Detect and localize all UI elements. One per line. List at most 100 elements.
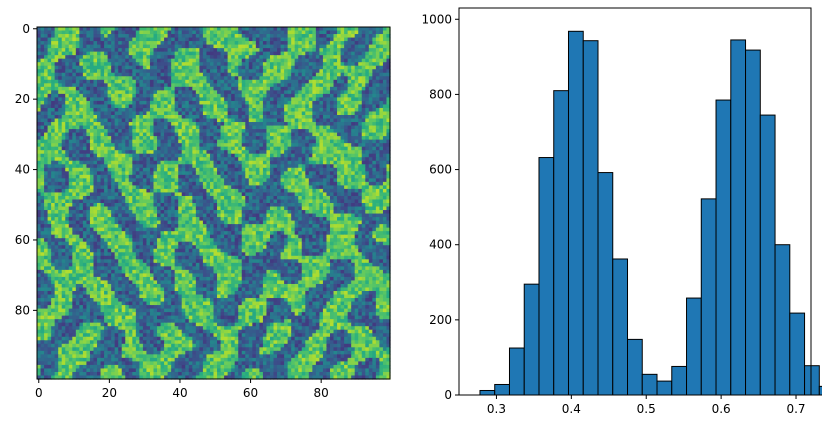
heatmap-cell	[277, 58, 282, 63]
heatmap-cell	[375, 104, 381, 109]
heatmap-cell	[319, 136, 324, 141]
heatmap-cell	[65, 83, 70, 88]
heatmap-cell	[213, 100, 218, 106]
heatmap-cell	[238, 122, 243, 127]
heatmap-cell	[252, 65, 257, 70]
heatmap-cell	[111, 104, 116, 109]
heatmap-cell	[365, 41, 370, 46]
heatmap-cell	[379, 44, 384, 49]
heatmap-cell	[75, 136, 80, 141]
heatmap-cell	[149, 129, 155, 134]
heatmap-cell	[47, 69, 52, 74]
heatmap-cell	[58, 76, 63, 81]
heatmap-cell	[167, 150, 172, 155]
heatmap-cell	[213, 167, 218, 172]
heatmap-cell	[259, 153, 264, 158]
heatmap-cell	[107, 86, 112, 91]
heatmap-cell	[82, 55, 88, 60]
heatmap-cell	[167, 192, 172, 197]
heatmap-cell	[245, 192, 250, 197]
heatmap-cell	[340, 41, 345, 46]
heatmap-cell	[231, 51, 236, 56]
heatmap-cell	[65, 51, 70, 56]
heatmap-cell	[100, 160, 105, 165]
heatmap-cell	[227, 34, 232, 39]
heatmap-cell	[199, 174, 204, 179]
heatmap-cell	[125, 48, 130, 53]
heatmap-cell	[37, 178, 42, 183]
heatmap-cell	[241, 51, 246, 56]
heatmap-cell	[220, 34, 225, 39]
heatmap-cell	[51, 125, 56, 130]
heatmap-cell	[206, 55, 211, 60]
heatmap-cell	[220, 153, 225, 158]
heatmap-cell	[312, 118, 317, 123]
heatmap-cell	[347, 41, 352, 46]
heatmap-cell	[312, 185, 317, 190]
heatmap-cell	[206, 97, 211, 102]
heatmap-cell	[333, 104, 338, 109]
heatmap-cell	[125, 111, 130, 116]
heatmap-cell	[114, 146, 119, 151]
heatmap-cell	[44, 115, 49, 120]
heatmap-cell	[164, 185, 169, 190]
heatmap-cell	[188, 65, 193, 70]
heatmap-cell	[100, 132, 105, 137]
heatmap-cell	[234, 111, 239, 116]
heatmap-cell	[287, 181, 292, 186]
heatmap-cell	[231, 83, 236, 88]
heatmap-cell	[269, 129, 275, 134]
heatmap-cell	[234, 41, 239, 46]
heatmap-cell	[104, 83, 109, 88]
heatmap-cell	[255, 37, 260, 42]
heatmap-cell	[146, 157, 151, 162]
heatmap-cell	[217, 37, 222, 42]
heatmap-cell	[142, 188, 148, 194]
heatmap-cell	[89, 27, 95, 32]
heatmap-cell	[301, 185, 306, 190]
heatmap-cell	[111, 79, 116, 84]
heatmap-cell	[132, 143, 137, 148]
heatmap-cell	[89, 195, 95, 201]
heatmap-cell	[125, 69, 130, 74]
heatmap-cell	[347, 30, 352, 35]
heatmap-cell	[181, 111, 186, 116]
heatmap-cell	[305, 79, 310, 84]
heatmap-cell	[234, 83, 239, 88]
heatmap-cell	[111, 150, 116, 155]
heatmap-cell	[220, 69, 225, 74]
heatmap-cell	[375, 111, 381, 116]
heatmap-cell	[241, 125, 246, 130]
heatmap-cell	[326, 136, 331, 141]
heatmap-cell	[209, 157, 215, 162]
heatmap-cell	[47, 93, 52, 98]
heatmap-cell	[337, 139, 342, 144]
heatmap-cell	[322, 164, 328, 169]
heatmap-cell	[65, 44, 70, 49]
heatmap-cell	[142, 55, 148, 60]
heatmap-cell	[372, 178, 377, 183]
heatmap-cell	[153, 150, 158, 155]
heatmap-cell	[93, 178, 98, 183]
heatmap-cell	[340, 83, 345, 88]
heatmap-cell	[266, 58, 271, 63]
heatmap-cell	[347, 100, 352, 106]
heatmap-cell	[333, 111, 338, 116]
heatmap-cell	[68, 104, 73, 109]
heatmap-cell	[178, 79, 183, 84]
heatmap-cell	[231, 167, 236, 172]
heatmap-cell	[107, 93, 112, 98]
heatmap-cell	[277, 76, 282, 81]
heatmap-cell	[238, 51, 243, 56]
heatmap-cell	[220, 79, 225, 84]
heatmap-cell	[111, 185, 116, 190]
heatmap-cell	[125, 97, 130, 102]
heatmap-cell	[86, 164, 91, 169]
heatmap-cell	[164, 157, 169, 162]
heatmap-cell	[142, 51, 148, 56]
heatmap-cell	[238, 111, 243, 116]
heatmap-cell	[185, 41, 190, 46]
heatmap-cell	[51, 174, 56, 179]
heatmap-cell	[104, 132, 109, 137]
heatmap-cell	[65, 79, 70, 84]
